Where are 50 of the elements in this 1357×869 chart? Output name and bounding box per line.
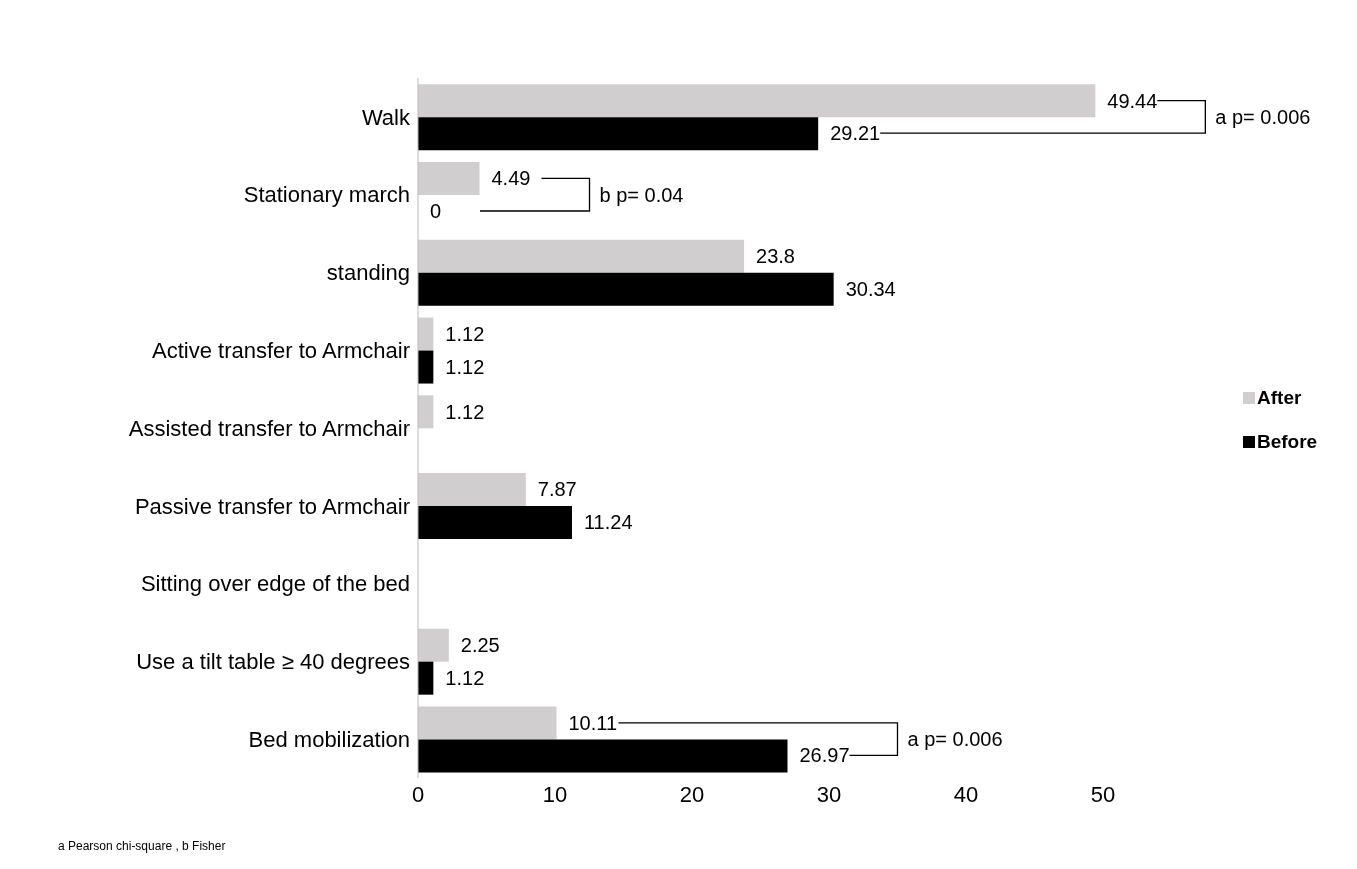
y-tick-label: Bed mobilization [248,726,410,752]
text: a p= 0.006 [1215,105,1311,128]
y-tick-label: Assisted transfer to Armchair [128,415,410,441]
y-tick-label: Walk [361,104,411,130]
y-tick-label: Stationary march [243,182,410,208]
bar [418,117,819,151]
bar [418,706,557,740]
bar [418,317,434,351]
data-label: 4.49 [491,167,531,190]
y-tick-label: Active transfer to Armchair [152,338,410,364]
y-tick-label: Sitting over edge of the bed [140,571,410,597]
legend-label: After [1257,387,1302,408]
data-label: 23.8 [756,245,795,268]
data-label: 29.21 [830,122,881,145]
x-tick-label: 0 [411,781,425,807]
x-tick-label: 20 [679,781,705,807]
x-tick-label: 40 [953,781,979,807]
data-label: 2.25 [460,634,500,656]
y-tick-label: standing [326,260,410,286]
data-label: 1.12 [445,400,485,423]
y-tick-label: Passive transfer to Armchair [134,493,410,519]
bar [418,506,572,540]
data-label: 26.97 [799,744,850,767]
x-tick-label: 50 [1090,781,1116,807]
data-label: 10.11 [568,711,618,734]
data-label: 7.87 [537,478,577,501]
bar [418,395,434,429]
bar [418,84,1096,118]
data-label: 1.12 [445,322,485,345]
data-label: 1.12 [445,355,485,378]
bar [418,739,788,773]
data-label: 11.24 [583,511,633,534]
bar [418,473,526,507]
x-tick-label: 30 [816,781,842,807]
bar [418,628,449,662]
bar [418,661,434,695]
data-label: 0 [430,200,442,222]
text: a Pearson chi-square , b Fisher [58,839,226,853]
legend-label: Before [1257,431,1318,452]
data-label: 49.44 [1107,89,1158,112]
annotation: b p= 0.04 [599,183,684,206]
bar [418,350,434,384]
bar [418,162,480,195]
data-label: 30.34 [845,277,896,300]
x-tick-label: 10 [542,781,568,807]
y-tick-label: Use a tilt table ≥ 40 degrees [136,649,410,675]
annotation: a p= 0.006 [907,728,1003,751]
bar [418,239,745,273]
data-label: 1.12 [445,666,485,689]
bar [418,272,834,306]
